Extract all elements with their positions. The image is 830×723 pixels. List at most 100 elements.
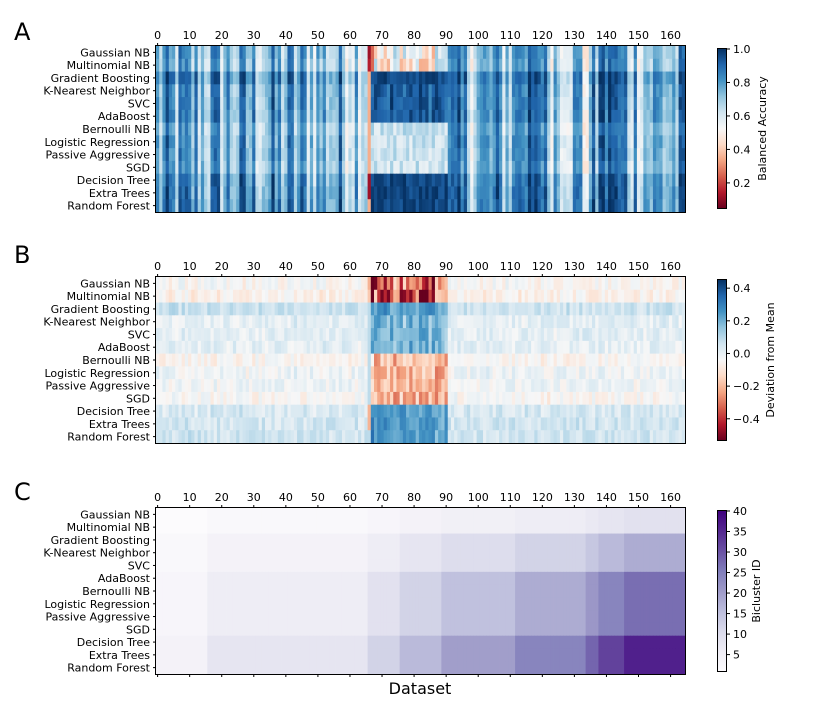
heatmap-cell — [668, 520, 673, 534]
heatmap-cell — [232, 533, 237, 547]
heatmap-cell — [348, 160, 352, 175]
heatmap-cell — [624, 199, 628, 213]
heatmap-cell — [393, 289, 397, 303]
heatmap-cell — [377, 84, 381, 98]
heatmap-cell — [627, 379, 631, 393]
heatmap-cell — [646, 328, 651, 342]
heatmap-cell — [300, 148, 304, 162]
heatmap-cell — [527, 58, 532, 72]
heatmap-cell — [649, 109, 654, 124]
heatmap-cell — [380, 199, 385, 213]
heatmap-cell — [473, 366, 478, 380]
heatmap-cell — [159, 366, 163, 380]
heatmap-cell — [652, 71, 657, 85]
heatmap-cell — [550, 186, 554, 200]
heatmap-cell — [505, 533, 510, 547]
heatmap-cell — [351, 508, 356, 522]
heatmap-cell — [165, 315, 170, 329]
heatmap-cell — [393, 302, 397, 316]
heatmap-cell — [588, 302, 593, 316]
heatmap-cell — [534, 379, 538, 393]
heatmap-cell — [476, 186, 481, 200]
heatmap-cell — [357, 391, 362, 406]
heatmap-cell — [499, 417, 503, 431]
heatmap-cell — [418, 186, 423, 200]
heatmap-cell — [566, 109, 570, 124]
heatmap-cell — [668, 160, 673, 175]
heatmap-cell — [370, 84, 375, 98]
row-label: Gradient Boosting — [51, 72, 150, 85]
heatmap-cell — [197, 546, 202, 560]
heatmap-cell — [361, 328, 365, 342]
heatmap-cell — [261, 109, 266, 124]
heatmap-cell — [454, 58, 458, 72]
heatmap-cell — [425, 135, 429, 149]
heatmap-cell — [232, 173, 237, 187]
heatmap-cell — [316, 289, 320, 303]
heatmap-cell — [268, 508, 272, 522]
heatmap-cell — [438, 379, 442, 393]
heatmap-cell — [207, 71, 211, 85]
heatmap-cell — [418, 122, 423, 136]
heatmap-cell — [239, 533, 243, 547]
heatmap-cell — [579, 353, 583, 367]
heatmap-cell — [559, 97, 564, 111]
heatmap-cell — [547, 353, 551, 367]
heatmap-cell — [563, 173, 567, 187]
heatmap-cell — [383, 430, 388, 444]
heatmap-cell — [495, 160, 500, 175]
heatmap-cell — [620, 97, 625, 111]
heatmap-cell — [297, 135, 301, 149]
heatmap-cell — [274, 315, 279, 329]
heatmap-cell — [204, 71, 208, 85]
heatmap-cell — [463, 84, 468, 98]
heatmap-cell — [527, 508, 532, 522]
heatmap-cell — [220, 508, 224, 522]
heatmap-cell — [431, 135, 436, 149]
heatmap-cell — [486, 430, 490, 444]
heatmap-cell — [172, 199, 176, 213]
heatmap-cell — [470, 417, 474, 431]
heatmap-cell — [499, 173, 503, 187]
heatmap-cell — [575, 58, 580, 72]
heatmap-cell — [486, 289, 490, 303]
heatmap-cell — [643, 404, 647, 418]
heatmap-cell — [281, 302, 285, 316]
heatmap-cell — [361, 404, 365, 418]
heatmap-cell — [293, 417, 298, 431]
heatmap-cell — [569, 315, 574, 329]
heatmap-cell — [354, 302, 359, 316]
heatmap-cell — [412, 46, 417, 60]
heatmap-cell — [643, 46, 647, 60]
heatmap-cell — [348, 135, 352, 149]
heatmap-cell — [601, 135, 606, 149]
heatmap-cell — [444, 315, 449, 329]
heatmap-cell — [569, 353, 574, 367]
heatmap-cell — [454, 148, 458, 162]
heatmap-cell — [547, 417, 551, 431]
heatmap-cell — [418, 277, 423, 291]
heatmap-cell — [627, 289, 631, 303]
x-tick-label: 60 — [343, 29, 357, 42]
heatmap-cell — [665, 430, 670, 444]
heatmap-cell — [534, 340, 538, 355]
heatmap-cell — [406, 289, 410, 303]
heatmap-cell — [287, 404, 292, 418]
heatmap-cell — [515, 135, 519, 149]
heatmap-cell — [588, 404, 593, 418]
heatmap-cell — [543, 122, 548, 136]
heatmap-cell — [604, 135, 609, 149]
heatmap-cell — [473, 340, 478, 355]
heatmap-cell — [572, 135, 577, 149]
heatmap-cell — [633, 353, 638, 367]
heatmap-cell — [627, 58, 631, 72]
heatmap-cell — [508, 186, 513, 200]
heatmap-cell — [505, 289, 510, 303]
heatmap-cell — [540, 533, 545, 547]
heatmap-cell — [258, 173, 263, 187]
heatmap-cell — [393, 122, 397, 136]
heatmap-cell — [281, 404, 285, 418]
heatmap-cell — [245, 160, 250, 175]
heatmap-cell — [595, 520, 599, 534]
heatmap-cell — [399, 84, 404, 98]
